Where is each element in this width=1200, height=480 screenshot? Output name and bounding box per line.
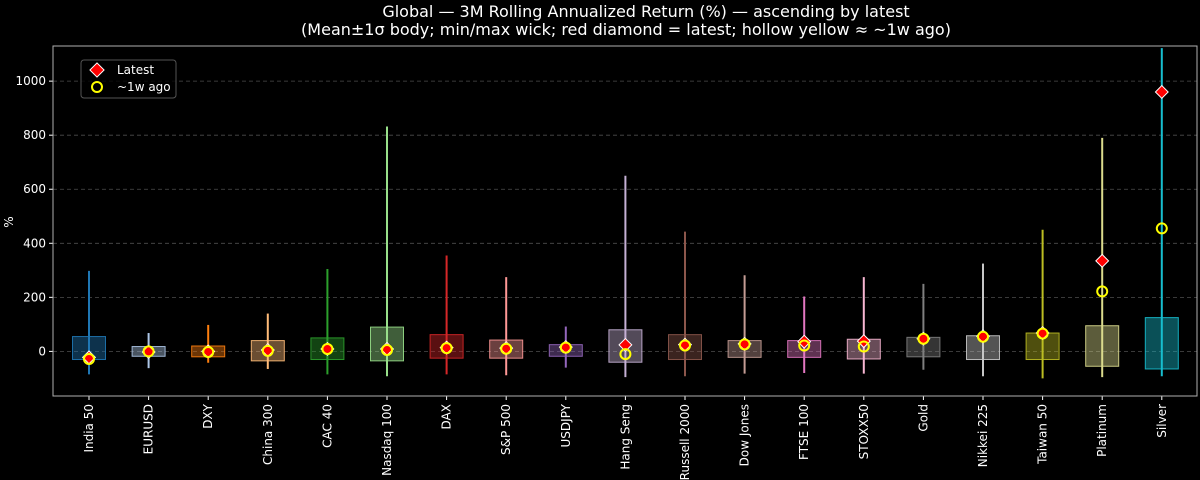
y-tick-label: 1000 [15, 74, 46, 88]
series-6 [429, 255, 464, 375]
chart-subtitle: (Mean±1σ body; min/max wick; red diamond… [301, 20, 951, 39]
x-tick-label: FTSE 100 [797, 404, 811, 460]
week-ago-marker [381, 344, 393, 357]
series-18 [1144, 48, 1179, 377]
week-ago-marker [321, 342, 334, 355]
legend-week-ago-label: ~1w ago [117, 80, 171, 94]
x-tick-label: Gold [916, 404, 930, 432]
y-axis-label: % [2, 216, 16, 227]
x-tick-label: DXY [201, 403, 215, 428]
series-5 [370, 126, 404, 377]
week-ago-marker [83, 352, 95, 365]
week-ago-marker [679, 339, 691, 352]
latest-marker [797, 334, 812, 349]
legend-week-ago-marker [91, 81, 103, 93]
series-3 [250, 313, 285, 369]
x-tick-label: DAX [440, 404, 454, 429]
week-ago-marker [738, 338, 751, 351]
y-tick-label: 800 [23, 128, 46, 142]
y-tick-label: 400 [23, 236, 46, 250]
x-tick-label: EURUSD [142, 404, 156, 454]
series-4 [310, 268, 345, 375]
latest-marker [1095, 253, 1110, 268]
series-16 [1025, 229, 1060, 379]
y-axis: 0 200 400 600 800 1000 [15, 74, 53, 358]
series-2 [191, 324, 226, 363]
x-tick-label: Russell 2000 [678, 404, 692, 480]
y-tick-label: 600 [23, 182, 46, 196]
series-1 [131, 333, 166, 369]
y-tick-label: 0 [38, 344, 46, 358]
y-tick-label: 200 [23, 290, 46, 304]
x-tick-label: Silver [1155, 404, 1169, 438]
week-ago-marker [1036, 327, 1049, 340]
week-ago-marker [142, 345, 155, 358]
x-axis: India 50 EURUSD DXY China 300 CAC 40 Nasdaq 1… [82, 396, 1169, 480]
x-tick-label: Nikkei 225 [976, 404, 990, 467]
series-group [72, 48, 1179, 379]
chart-title: Global — 3M Rolling Annualized Return (%… [382, 2, 909, 21]
week-ago-marker [857, 340, 870, 353]
week-ago-marker [440, 342, 453, 355]
x-tick-label: USDJPY [559, 403, 573, 447]
plot-frame [52, 45, 1198, 397]
series-17 [1085, 137, 1120, 378]
x-tick-label: China 300 [261, 404, 275, 465]
series-12 [787, 296, 822, 374]
week-ago-marker [1155, 222, 1168, 235]
week-ago-marker [798, 339, 811, 352]
series-7 [489, 277, 524, 376]
x-tick-label: India 50 [82, 404, 96, 453]
week-ago-marker [917, 332, 930, 345]
latest-marker [618, 337, 633, 352]
week-ago-marker [1096, 285, 1109, 298]
series-14 [906, 283, 941, 370]
week-ago-marker [559, 341, 572, 354]
series-9 [608, 175, 643, 378]
series-8 [548, 326, 583, 368]
x-tick-label: Nasdaq 100 [380, 404, 394, 476]
week-ago-marker [202, 345, 215, 358]
x-tick-label: STOXX50 [857, 404, 871, 459]
series-0 [72, 270, 106, 375]
series-13 [846, 277, 881, 374]
gridlines [53, 80, 1197, 352]
series-10 [668, 231, 702, 377]
x-tick-label: CAC 40 [320, 404, 334, 448]
x-tick-label: S&P 500 [499, 404, 513, 455]
week-ago-marker [261, 344, 274, 357]
latest-marker [1154, 84, 1169, 100]
legend-latest-label: Latest [117, 63, 154, 77]
x-tick-label: Dow Jones [738, 404, 752, 466]
series-15 [966, 263, 1000, 377]
week-ago-marker [619, 348, 632, 361]
x-tick-label: Taiwan 50 [1036, 404, 1050, 465]
week-ago-marker [500, 342, 513, 355]
legend-latest-marker [89, 62, 105, 78]
x-tick-label: Hang Seng [618, 404, 632, 470]
week-ago-marker [977, 330, 989, 343]
legend: Latest ~1w ago [80, 59, 177, 99]
x-tick-label: Platinum [1095, 404, 1109, 457]
series-11 [727, 275, 762, 374]
legend-box [80, 59, 177, 99]
